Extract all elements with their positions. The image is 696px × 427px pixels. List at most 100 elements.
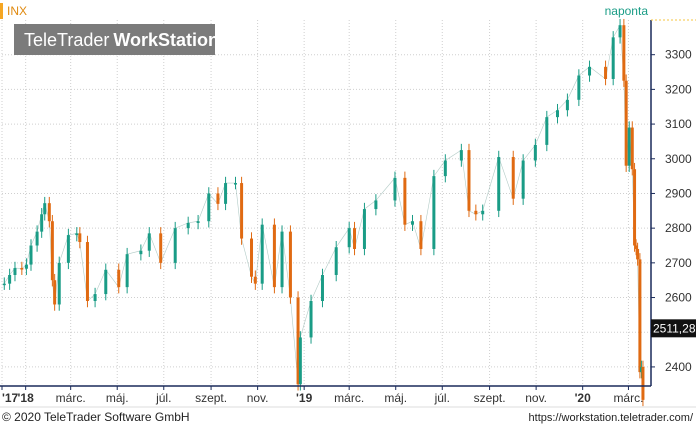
- candle: [521, 154, 525, 205]
- watermark-part-2: WorkStation: [113, 30, 219, 50]
- candle: [253, 270, 257, 290]
- candle: [13, 261, 17, 282]
- candle: [432, 169, 436, 256]
- candle: [104, 263, 108, 301]
- candle: [630, 121, 634, 176]
- candle: [173, 221, 177, 270]
- candle-body: [347, 228, 351, 248]
- candle: [224, 176, 228, 211]
- candle: [125, 247, 129, 294]
- candle-series: [2, 18, 645, 407]
- candle: [35, 225, 39, 252]
- candle-body: [104, 269, 108, 295]
- x-tick-label: nov.: [247, 391, 269, 405]
- candle: [411, 214, 415, 231]
- candle: [147, 227, 151, 257]
- candle-body: [565, 99, 569, 111]
- x-tick-label: '19: [296, 391, 313, 405]
- candle-body: [393, 177, 397, 201]
- candle-body: [50, 221, 54, 281]
- candle-body: [272, 224, 276, 288]
- candle-body: [20, 268, 24, 270]
- candle-body: [403, 177, 407, 225]
- candle-body: [374, 200, 378, 210]
- candle: [159, 227, 163, 270]
- candle: [309, 294, 313, 344]
- candle: [393, 171, 397, 207]
- candle: [260, 218, 264, 290]
- candle-body: [173, 228, 177, 263]
- candle-body: [298, 337, 302, 385]
- candle: [459, 143, 463, 167]
- candle-body: [633, 169, 637, 246]
- candle: [374, 194, 378, 216]
- candle-body: [411, 221, 415, 225]
- y-tick-label: 2900: [665, 186, 692, 200]
- candle-body: [588, 66, 592, 76]
- x-tick-label: júl.: [155, 391, 171, 405]
- candle: [93, 287, 97, 308]
- x-tick-label: szept.: [195, 391, 227, 405]
- x-tick-label: nov.: [525, 391, 547, 405]
- watermark: TeleTrader WorkStation: [14, 24, 219, 55]
- candle-body: [296, 297, 300, 385]
- y-tick-label: 3100: [665, 117, 692, 131]
- candle-body: [78, 233, 82, 243]
- y-tick-label: 3000: [665, 152, 692, 166]
- candle-body: [459, 150, 463, 161]
- watermark-text: TeleTrader WorkStation: [24, 30, 219, 50]
- candle: [53, 273, 57, 311]
- candle: [139, 244, 143, 261]
- candle: [20, 261, 24, 275]
- candle-body: [196, 221, 200, 223]
- candle-body: [432, 176, 436, 249]
- x-tick-label: '17: [2, 391, 19, 405]
- candle: [24, 258, 28, 275]
- candle-body: [353, 228, 357, 249]
- x-axis-ticks: '17'18 márc. máj. júl. szept. nov. '19 márc. máj…: [1, 386, 643, 405]
- candle-body: [35, 231, 39, 246]
- candle: [577, 69, 581, 107]
- candle: [250, 232, 254, 283]
- candle-body: [93, 294, 97, 302]
- candle: [588, 60, 592, 82]
- candle: [624, 74, 628, 172]
- candle: [272, 218, 276, 294]
- candle: [497, 150, 501, 218]
- candle: [362, 202, 366, 256]
- x-tick-label: szept.: [474, 391, 506, 405]
- source-url[interactable]: https://workstation.teletrader.com/: [529, 412, 694, 424]
- y-tick-label: 2700: [665, 256, 692, 270]
- last-price-value: 2511,28: [653, 321, 696, 335]
- candle: [85, 235, 89, 308]
- candle: [622, 18, 626, 87]
- candle-body: [334, 247, 338, 275]
- x-tick-label: máj.: [106, 391, 129, 405]
- candle-body: [533, 144, 537, 161]
- candle: [627, 121, 631, 172]
- candle-body: [604, 66, 608, 79]
- candle-body: [85, 242, 89, 302]
- candle: [66, 228, 70, 270]
- candle: [474, 204, 478, 221]
- candle-body: [622, 25, 626, 81]
- x-tick-label: márc.: [334, 391, 364, 405]
- candle-body: [497, 157, 501, 211]
- candle-body: [280, 231, 284, 288]
- candle-body: [207, 193, 211, 222]
- candle-body: [250, 238, 254, 277]
- candle: [403, 171, 407, 231]
- candle-body: [611, 37, 615, 79]
- candle-body: [618, 25, 622, 38]
- x-tick-label: márc.: [613, 391, 643, 405]
- candle: [555, 103, 559, 124]
- candle-body: [545, 117, 549, 145]
- candle: [639, 360, 643, 379]
- candle-body: [75, 233, 79, 236]
- candle: [419, 214, 423, 256]
- candle: [43, 196, 47, 221]
- candle-body: [521, 160, 525, 199]
- candle: [216, 187, 220, 211]
- candle-body: [186, 222, 190, 229]
